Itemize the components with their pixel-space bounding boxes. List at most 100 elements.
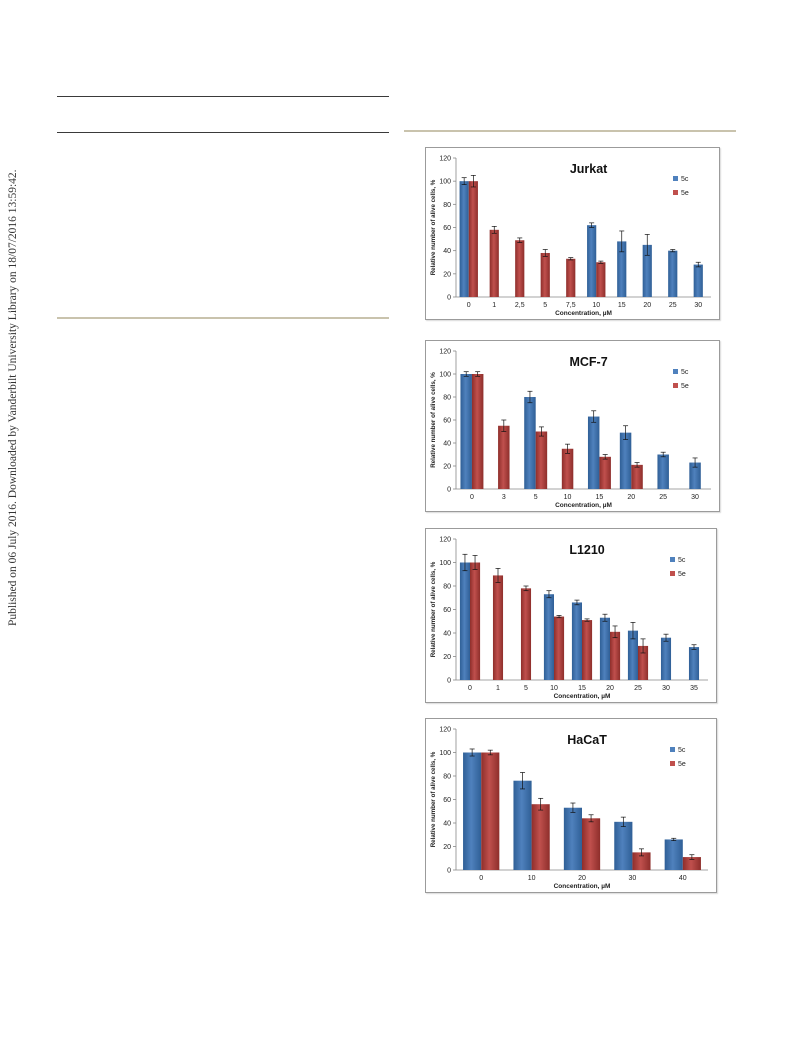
y-tick-label: 120 [439, 537, 451, 544]
x-tick-label: 0 [470, 494, 474, 501]
bar-5c-0 [460, 374, 472, 489]
bar-5c-20 [619, 432, 632, 489]
y-tick-label: 40 [443, 631, 451, 638]
chart-panel-l1210: 0 20 40 60 80 100 120 0 1 5 10 15 20 25 30 35 L1210 Conce… [425, 528, 717, 703]
x-tick-label: 20 [578, 875, 586, 882]
x-tick-label: 30 [662, 685, 670, 692]
bar-5e-0 [468, 181, 478, 297]
bar-5e-0 [470, 562, 481, 680]
x-axis-label: Concentration, µM [554, 693, 611, 700]
x-tick-label: 1 [496, 685, 500, 692]
bar-5c-30 [660, 637, 672, 680]
bar-5c-10 [513, 780, 532, 870]
y-tick-label: 20 [443, 654, 451, 661]
y-axis-label: Relative number of alive cells, % [430, 372, 437, 468]
x-tick-label: 1 [492, 302, 496, 309]
bar-5e-10 [596, 262, 606, 297]
bar-5e-7,5 [566, 258, 576, 297]
chart-title: HaCaT [567, 733, 607, 747]
x-tick-label: 10 [564, 494, 572, 501]
y-tick-label: 80 [443, 395, 451, 402]
bar-5e-40 [682, 857, 701, 870]
x-tick-label: 20 [627, 494, 635, 501]
x-tick-label: 30 [691, 494, 699, 501]
y-tick-label: 120 [439, 349, 451, 356]
bar-5e-5 [535, 431, 548, 489]
right-column-rule [404, 130, 736, 132]
bar-5e-1 [492, 575, 504, 680]
bar-5c-25 [668, 250, 678, 297]
legend-label-5c: 5c [678, 747, 686, 754]
y-tick-label: 80 [443, 774, 451, 781]
y-tick-label: 20 [443, 271, 451, 278]
legend-label-5e: 5e [681, 383, 689, 390]
x-tick-label: 0 [467, 302, 471, 309]
chart-title: MCF-7 [569, 355, 607, 369]
bar-5c-30 [693, 264, 703, 297]
y-tick-label: 40 [443, 441, 451, 448]
chart-hacat: 0 20 40 60 80 100 120 0 10 20 30 40 HaCaT Concentrati… [430, 727, 708, 890]
x-tick-label: 30 [629, 875, 637, 882]
y-tick-label: 0 [447, 678, 451, 685]
bar-5e-20 [610, 631, 621, 680]
top-rule-2 [57, 132, 389, 133]
bar-5c-5 [524, 397, 536, 489]
y-tick-label: 40 [443, 821, 451, 828]
y-tick-label: 80 [443, 202, 451, 209]
bar-5e-0 [481, 752, 500, 870]
bar-5c-20 [599, 617, 610, 680]
x-tick-label: 5 [534, 494, 538, 501]
legend-swatch-5c [670, 747, 675, 752]
chart-title: L1210 [569, 543, 604, 557]
y-tick-label: 120 [439, 156, 451, 163]
bar-5c-15 [617, 241, 627, 297]
bar-5e-0 [471, 374, 484, 489]
bar-5c-0 [459, 181, 469, 297]
y-axis-label: Relative number of alive cells, % [430, 561, 437, 657]
bar-5c-10 [587, 225, 597, 297]
legend-swatch-5e [673, 190, 678, 195]
x-tick-label: 25 [634, 685, 642, 692]
legend-label-5c: 5c [678, 557, 686, 564]
chart-panel-mcf7: 0 20 40 60 80 100 120 0 3 5 10 15 20 25 30 MCF-7 Concent… [425, 340, 720, 512]
x-tick-label: 10 [550, 685, 558, 692]
bar-5c-35 [688, 647, 700, 680]
bar-5e-15 [599, 456, 611, 489]
y-tick-label: 60 [443, 418, 451, 425]
legend-label-5e: 5e [678, 571, 686, 578]
bar-5c-30 [614, 821, 633, 870]
top-rule-1 [57, 96, 389, 97]
y-tick-label: 80 [443, 584, 451, 591]
y-tick-label: 40 [443, 248, 451, 255]
bar-5c-0 [459, 562, 470, 680]
chart-mcf7: 0 20 40 60 80 100 120 0 3 5 10 15 20 25 30 MCF-7 Concent… [430, 349, 711, 509]
chart-panel-hacat: 0 20 40 60 80 100 120 0 10 20 30 40 HaCaT Concentrati… [425, 718, 717, 893]
x-axis-label: Concentration, µM [554, 883, 611, 890]
bar-5e-5 [540, 252, 550, 297]
bar-5c-25 [627, 630, 638, 680]
y-tick-label: 0 [447, 868, 451, 875]
x-tick-label: 40 [679, 875, 687, 882]
x-tick-label: 15 [596, 494, 604, 501]
y-tick-label: 120 [439, 727, 451, 734]
y-tick-label: 60 [443, 797, 451, 804]
bar-5e-20 [631, 464, 643, 489]
bar-5e-5 [520, 588, 532, 680]
x-tick-label: 20 [643, 302, 651, 309]
bar-5c-25 [657, 454, 669, 489]
x-tick-label: 2,5 [515, 302, 525, 309]
legend-swatch-5c [670, 557, 675, 562]
x-axis-label: Concentration, µM [555, 502, 612, 509]
chart-jurkat: 0 20 40 60 80 100 120 0 1 2,5 5 7,5 10 15 20 25 30 Jurkat… [430, 156, 711, 317]
bar-5c-40 [664, 839, 683, 870]
download-stamp: Published on 06 July 2016. Downloaded by… [7, 169, 19, 626]
bar-5c-20 [563, 807, 582, 870]
y-axis-label: Relative number of alive cells, % [430, 751, 437, 847]
x-tick-label: 10 [592, 302, 600, 309]
y-tick-label: 20 [443, 464, 451, 471]
legend-swatch-5c [673, 176, 678, 181]
bar-5e-3 [498, 425, 510, 489]
bar-5c-0 [463, 752, 482, 870]
y-tick-label: 100 [439, 560, 451, 567]
